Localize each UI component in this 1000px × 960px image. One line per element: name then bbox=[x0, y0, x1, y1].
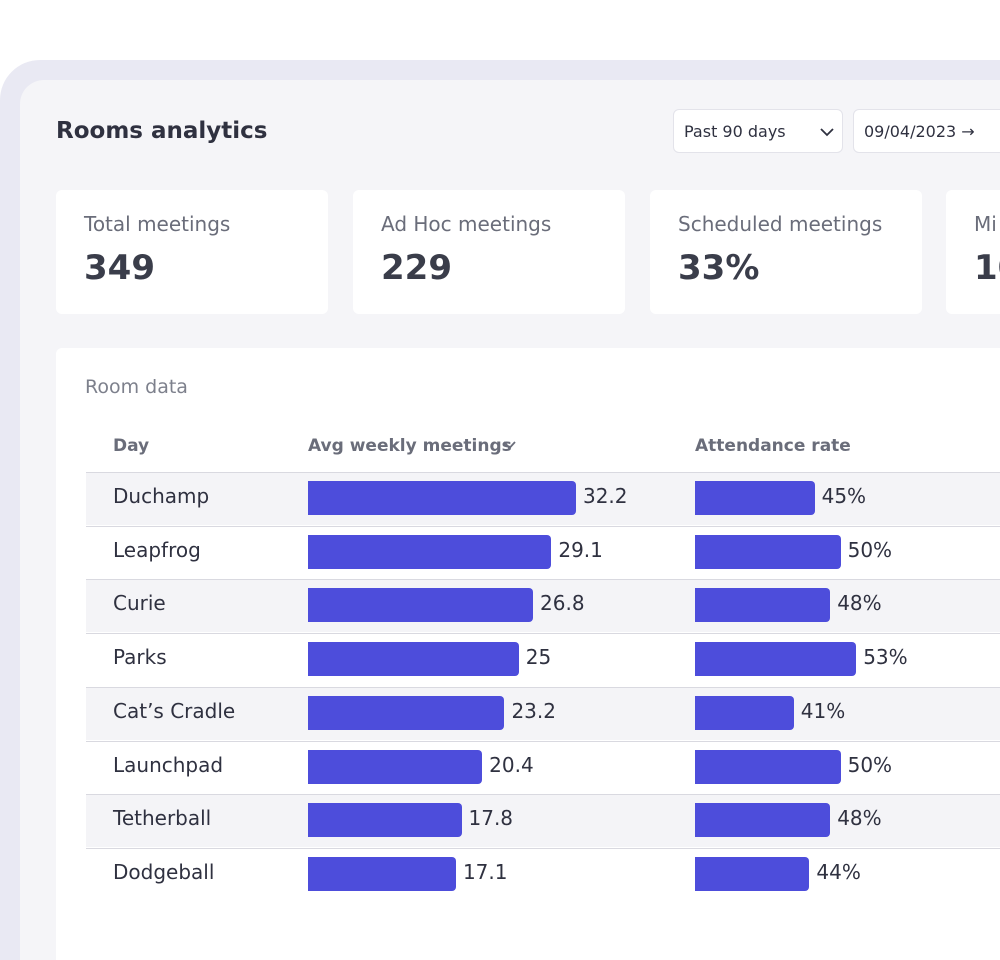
stat-value: 349 bbox=[84, 248, 155, 288]
date-text: 09/04/2023 → bbox=[864, 122, 975, 141]
range-text: Past 90 days bbox=[684, 122, 786, 141]
table-row bbox=[86, 847, 1000, 901]
attendance-label: 50% bbox=[847, 752, 893, 777]
stat-value: 229 bbox=[381, 248, 452, 288]
meetings-bar bbox=[308, 588, 534, 623]
column-header[interactable]: Day bbox=[113, 436, 150, 456]
attendance-label: 50% bbox=[847, 537, 893, 562]
date-range[interactable]: 09/04/2023 → bbox=[853, 109, 1000, 153]
meetings-bar bbox=[308, 749, 483, 784]
stat-label: Mi bbox=[974, 212, 997, 236]
meetings-label: 17.1 bbox=[462, 859, 508, 884]
room-name: Curie bbox=[113, 591, 166, 616]
column-header[interactable]: Attendance rate bbox=[695, 436, 851, 456]
stat-label: Scheduled meetings bbox=[678, 212, 883, 236]
meetings-bar bbox=[308, 856, 456, 891]
attendance-label: 44% bbox=[816, 859, 861, 884]
meetings-label: 20.4 bbox=[489, 752, 534, 777]
meetings-label: 17.8 bbox=[468, 806, 514, 831]
room-table: Room data Day Avg weekly meetings Attend… bbox=[56, 348, 1000, 960]
meetings-bar bbox=[308, 695, 505, 730]
stat-card: Total meetings 349 bbox=[56, 190, 328, 314]
stat-card: Scheduled meetings 33% bbox=[650, 190, 922, 314]
attendance-bar bbox=[695, 749, 841, 784]
room-name: Tetherball bbox=[113, 806, 212, 831]
stat-card: Mi 10 bbox=[946, 190, 1000, 314]
stat-value: 33% bbox=[678, 248, 760, 288]
meetings-label: 26.8 bbox=[540, 591, 585, 616]
table-row bbox=[86, 686, 1000, 740]
attendance-label: 53% bbox=[863, 645, 908, 670]
sort-icon bbox=[503, 441, 516, 450]
meetings-label: 23.2 bbox=[511, 698, 556, 723]
stat-label: Total meetings bbox=[84, 212, 231, 236]
attendance-label: 41% bbox=[800, 698, 846, 723]
table-title: Room data bbox=[85, 376, 188, 398]
meetings-bar bbox=[308, 803, 462, 838]
chevron bbox=[820, 128, 834, 137]
meetings-label: 29.1 bbox=[558, 537, 603, 562]
meetings-label: 32.2 bbox=[582, 484, 628, 508]
meetings-bar bbox=[308, 534, 552, 569]
attendance-bar bbox=[695, 856, 810, 891]
room-name: Leapfrog bbox=[113, 537, 201, 562]
table-row bbox=[86, 740, 1000, 794]
meetings-label: 25 bbox=[525, 645, 552, 670]
column-header[interactable]: Avg weekly meetings bbox=[308, 436, 512, 456]
panel: Rooms analytics Past 90 days 09/04/2023 … bbox=[20, 80, 1000, 960]
attendance-bar bbox=[695, 642, 857, 677]
stat-label: Ad Hoc meetings bbox=[381, 212, 552, 236]
attendance-bar bbox=[695, 534, 841, 569]
table-row bbox=[86, 794, 1000, 848]
page: Rooms analytics Past 90 days 09/04/2023 … bbox=[0, 60, 1000, 960]
meetings-bar bbox=[308, 642, 519, 677]
attendance-label: 48% bbox=[837, 806, 882, 831]
attendance-label: 45% bbox=[821, 484, 867, 508]
room-name: Dodgeball bbox=[113, 859, 215, 884]
room-name: Launchpad bbox=[113, 752, 224, 777]
stat-value: 10 bbox=[974, 248, 1000, 288]
attendance-bar bbox=[695, 695, 794, 730]
table-row bbox=[86, 579, 1000, 633]
attendance-bar bbox=[695, 803, 831, 838]
attendance-label: 48% bbox=[837, 591, 882, 616]
range-select[interactable]: Past 90 days bbox=[673, 109, 843, 153]
attendance-bar bbox=[695, 481, 815, 515]
stat-card: Ad Hoc meetings 229 bbox=[353, 190, 625, 314]
attendance-bar bbox=[695, 588, 831, 623]
room-name: Parks bbox=[113, 645, 167, 670]
meetings-bar bbox=[308, 481, 576, 515]
page-title: Rooms analytics bbox=[56, 118, 268, 144]
room-name: Duchamp bbox=[113, 484, 210, 508]
room-name: Cat’s Cradle bbox=[113, 698, 236, 723]
